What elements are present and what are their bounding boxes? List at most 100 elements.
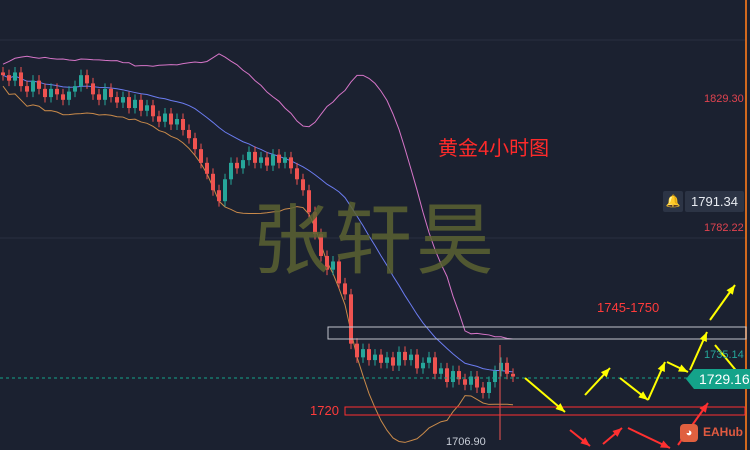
candle: [475, 376, 479, 388]
candle: [433, 357, 437, 374]
candle: [367, 349, 371, 361]
candle: [13, 72, 17, 81]
candle: [217, 190, 221, 202]
arrow-yellow-head: [657, 362, 665, 372]
candle: [181, 119, 185, 130]
candle: [151, 105, 155, 117]
low-label: 1706.90: [446, 436, 486, 448]
candle: [481, 387, 485, 393]
candle: [7, 75, 11, 81]
candle: [421, 362, 425, 369]
candle: [235, 162, 239, 169]
candle: [139, 99, 143, 111]
candle: [79, 75, 83, 87]
resistance-label: 1745-1750: [597, 300, 660, 315]
candle: [145, 105, 149, 111]
candle: [253, 151, 257, 163]
middle-band: [2, 74, 514, 373]
candle: [73, 86, 77, 92]
arrow-yellow-head: [600, 368, 610, 378]
candle: [463, 379, 467, 385]
candle: [427, 357, 431, 363]
candle: [325, 255, 329, 270]
candle: [385, 357, 389, 363]
bell-icon[interactable]: 🔔: [663, 191, 683, 212]
candle: [313, 212, 317, 235]
candle: [37, 80, 41, 89]
candle: [379, 354, 383, 363]
candle: [343, 283, 347, 295]
candle: [349, 294, 353, 344]
alert-price[interactable]: 1791.34: [685, 191, 744, 212]
candle: [319, 234, 323, 256]
candle: [121, 97, 125, 103]
candle: [19, 72, 23, 87]
candle: [307, 190, 311, 213]
candle: [403, 351, 407, 361]
candle: [397, 351, 401, 366]
candle: [187, 129, 191, 139]
support-zone: [344, 406, 746, 416]
watermark: 张轩昊: [252, 196, 499, 286]
candle: [451, 371, 455, 383]
candle: [205, 162, 209, 174]
candle: [157, 116, 161, 122]
candle: [247, 151, 251, 161]
resistance-zone: [327, 326, 747, 340]
candle: [229, 162, 233, 180]
candle: [193, 138, 197, 150]
support-label: 1720: [310, 403, 339, 418]
arrow-red-head: [699, 403, 708, 413]
candle: [241, 160, 245, 169]
candle: [415, 354, 419, 369]
candle: [439, 368, 443, 374]
candle: [289, 157, 293, 169]
candle: [61, 94, 65, 100]
arrow-yellow-head: [638, 391, 648, 400]
candle: [1, 72, 5, 76]
current-price: 1729.16: [686, 369, 750, 389]
candle: [85, 75, 89, 84]
candle: [67, 91, 71, 100]
candle: [115, 97, 119, 103]
candle: [445, 368, 449, 383]
candle: [43, 88, 47, 98]
arrow-red-head: [580, 437, 590, 446]
arrow-red-head: [612, 428, 622, 437]
arrow-yellow-head: [699, 332, 707, 342]
candle: [283, 157, 287, 163]
candle: [301, 179, 305, 191]
arrow-yellow-head: [726, 285, 735, 295]
candle: [505, 362, 509, 374]
candle: [511, 373, 515, 377]
candle: [259, 157, 263, 163]
candle: [223, 179, 227, 202]
chart-title: 黄金4小时图: [438, 138, 550, 160]
candle: [295, 168, 299, 180]
candle: [103, 88, 107, 100]
arrow-yellow-head: [555, 403, 565, 412]
candle: [469, 376, 473, 385]
candle: [25, 86, 29, 92]
candle: [265, 157, 269, 166]
candle: [211, 173, 215, 191]
price-tick: 1829.30: [704, 93, 744, 105]
candle: [277, 154, 281, 163]
candle: [169, 113, 173, 125]
candle: [499, 362, 503, 372]
lower-band: [2, 85, 514, 443]
candle: [91, 83, 95, 95]
candle: [163, 113, 167, 122]
candle: [487, 382, 491, 393]
candle: [31, 80, 35, 92]
arrow-yellow-head: [678, 364, 688, 372]
brand: EAHub: [703, 425, 743, 439]
candle: [175, 119, 179, 125]
candle: [391, 357, 395, 366]
arrow-red-head: [660, 440, 670, 448]
candle: [127, 97, 131, 109]
candle: [331, 261, 335, 270]
candle: [337, 261, 341, 284]
upper-band: [2, 53, 514, 340]
